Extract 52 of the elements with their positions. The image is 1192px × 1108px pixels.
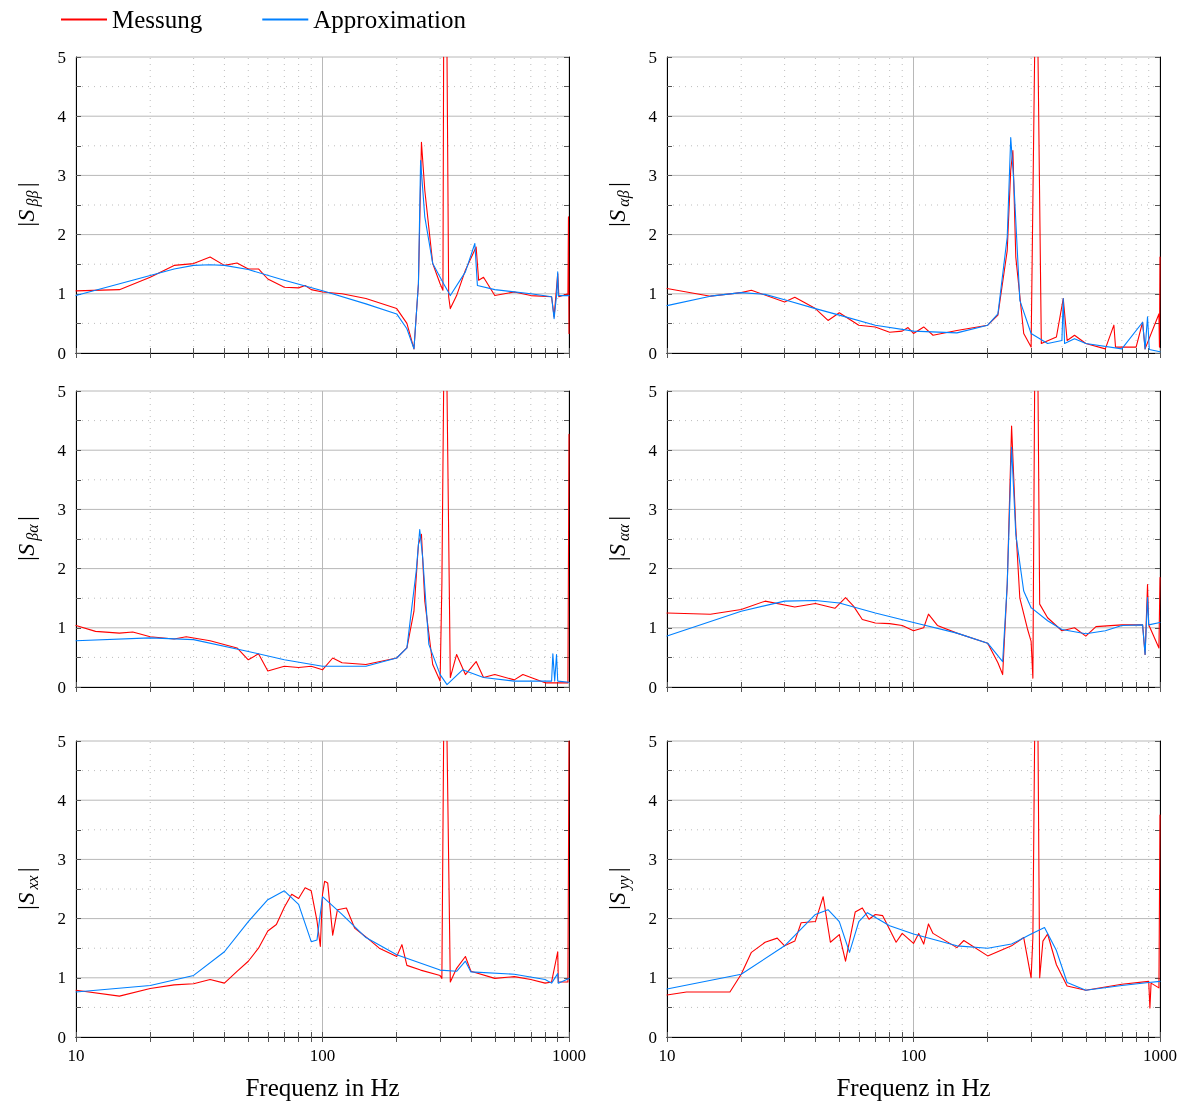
y-tick-label: 4 [57, 440, 67, 460]
x-tick-label: 100 [309, 1046, 336, 1065]
y-tick-label: 2 [57, 559, 66, 579]
y-tick-label: 3 [648, 499, 657, 519]
y-tick-label: 2 [648, 909, 657, 929]
y-tick-label: 3 [57, 165, 66, 185]
x-tick-label: 10 [67, 1046, 85, 1065]
x-axis-title: Frequenz in Hz [836, 1074, 991, 1101]
x-tick-label: 1000 [1143, 1046, 1177, 1065]
x-tick-label: 100 [900, 1046, 927, 1065]
y-tick-label: 5 [648, 731, 657, 751]
y-axis-title: |Sxx| [13, 866, 41, 912]
y-tick-label: 1 [648, 618, 657, 638]
legend-label: Messung [112, 6, 203, 33]
y-axis-title: |Sβα| [13, 515, 42, 563]
y-tick-label: 5 [648, 47, 657, 67]
x-tick-label: 1000 [552, 1046, 586, 1065]
y-tick-label: 1 [57, 618, 66, 638]
y-axis-title: |Sαα| [604, 515, 632, 563]
legend-label: Approximation [313, 6, 467, 33]
y-tick-label: 0 [648, 1027, 657, 1047]
y-tick-label: 4 [648, 440, 658, 460]
y-tick-label: 2 [57, 225, 66, 245]
y-tick-label: 2 [648, 559, 657, 579]
y-tick-label: 0 [57, 1027, 66, 1047]
y-tick-label: 4 [57, 106, 67, 126]
y-tick-label: 0 [57, 677, 66, 697]
y-axis-title: |Syy| [604, 866, 633, 912]
y-tick-label: 4 [648, 106, 658, 126]
y-tick-label: 5 [57, 731, 66, 751]
x-tick-label: 10 [658, 1046, 676, 1065]
y-tick-label: 3 [648, 165, 657, 185]
y-tick-label: 1 [648, 284, 657, 304]
y-tick-label: 1 [57, 284, 66, 304]
y-tick-label: 0 [648, 677, 657, 697]
y-tick-label: 3 [57, 849, 66, 869]
x-axis-title: Frequenz in Hz [245, 1074, 400, 1101]
y-tick-label: 0 [648, 343, 657, 363]
y-tick-label: 4 [57, 790, 67, 810]
y-tick-label: 5 [57, 47, 66, 67]
y-axis-title: |Sββ| [13, 181, 42, 229]
y-tick-label: 3 [57, 499, 66, 519]
y-tick-label: 1 [648, 968, 657, 988]
y-tick-label: 4 [648, 790, 658, 810]
y-axis-title: |Sαβ| [604, 181, 633, 229]
y-tick-label: 5 [648, 381, 657, 401]
y-tick-label: 1 [57, 968, 66, 988]
y-tick-label: 2 [57, 909, 66, 929]
y-tick-label: 2 [648, 225, 657, 245]
y-tick-label: 3 [648, 849, 657, 869]
y-tick-label: 5 [57, 381, 66, 401]
y-tick-label: 0 [57, 343, 66, 363]
